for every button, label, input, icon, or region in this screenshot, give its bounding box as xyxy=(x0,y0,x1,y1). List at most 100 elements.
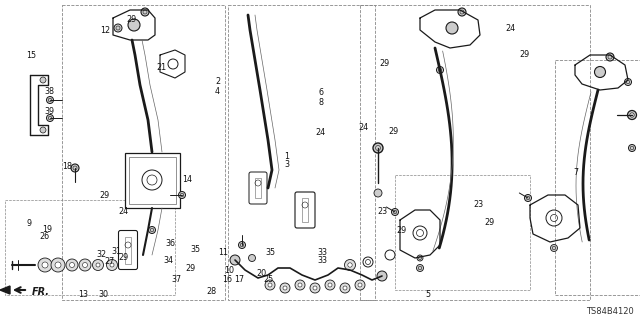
Polygon shape xyxy=(0,286,10,294)
Text: 7: 7 xyxy=(573,168,579,177)
Bar xyxy=(5,200,175,295)
Circle shape xyxy=(355,280,365,290)
Text: 24: 24 xyxy=(358,124,369,132)
Text: 29: 29 xyxy=(379,60,389,68)
Text: 20: 20 xyxy=(256,269,266,278)
Text: 36: 36 xyxy=(165,239,175,248)
Text: 33: 33 xyxy=(317,256,328,265)
Text: 26: 26 xyxy=(40,232,50,241)
Text: 18: 18 xyxy=(62,162,72,171)
Bar xyxy=(129,156,175,204)
Circle shape xyxy=(42,262,48,268)
Text: 25: 25 xyxy=(264,276,274,284)
Text: 6: 6 xyxy=(319,88,324,97)
Circle shape xyxy=(358,283,362,287)
Text: 29: 29 xyxy=(388,127,399,136)
Circle shape xyxy=(373,143,383,153)
Circle shape xyxy=(70,262,74,268)
Circle shape xyxy=(525,195,531,202)
Text: 37: 37 xyxy=(171,276,181,284)
Text: 12: 12 xyxy=(100,26,111,35)
Bar xyxy=(125,236,131,263)
Text: 5: 5 xyxy=(425,290,430,299)
Circle shape xyxy=(625,78,632,85)
Circle shape xyxy=(458,8,466,16)
Circle shape xyxy=(47,115,54,122)
Circle shape xyxy=(47,97,54,103)
Circle shape xyxy=(66,259,78,271)
Bar xyxy=(255,178,261,198)
Text: 28: 28 xyxy=(206,287,216,296)
Bar xyxy=(228,5,375,300)
Text: 29: 29 xyxy=(484,218,495,227)
Text: 11: 11 xyxy=(218,248,228,257)
Text: 8: 8 xyxy=(319,98,324,107)
Text: 24: 24 xyxy=(315,128,325,137)
Bar xyxy=(125,153,179,207)
Circle shape xyxy=(343,286,347,290)
Circle shape xyxy=(392,209,399,215)
Circle shape xyxy=(148,227,156,234)
Circle shape xyxy=(363,257,373,267)
Circle shape xyxy=(328,283,332,287)
Circle shape xyxy=(283,286,287,290)
Circle shape xyxy=(93,260,104,270)
Text: 24: 24 xyxy=(118,207,129,216)
FancyBboxPatch shape xyxy=(295,192,315,228)
Text: 29: 29 xyxy=(185,264,195,273)
Circle shape xyxy=(313,286,317,290)
Circle shape xyxy=(40,77,46,83)
Bar xyxy=(302,198,308,222)
Circle shape xyxy=(179,191,186,198)
Text: 17: 17 xyxy=(234,275,244,284)
Circle shape xyxy=(340,283,350,293)
Circle shape xyxy=(110,263,114,267)
Text: 35: 35 xyxy=(190,245,200,254)
Circle shape xyxy=(106,260,118,270)
Text: 27: 27 xyxy=(104,257,115,266)
Text: 10: 10 xyxy=(224,266,234,275)
Text: 21: 21 xyxy=(156,63,166,72)
Circle shape xyxy=(417,265,424,271)
Text: 29: 29 xyxy=(396,226,406,235)
Circle shape xyxy=(310,283,320,293)
Circle shape xyxy=(295,280,305,290)
Text: 9: 9 xyxy=(26,220,31,228)
Text: 16: 16 xyxy=(222,276,232,284)
Circle shape xyxy=(627,110,637,119)
Circle shape xyxy=(114,24,122,32)
Circle shape xyxy=(265,280,275,290)
Text: 29: 29 xyxy=(99,191,109,200)
Text: 29: 29 xyxy=(126,15,136,24)
FancyBboxPatch shape xyxy=(249,172,267,204)
Circle shape xyxy=(377,271,387,281)
Circle shape xyxy=(280,283,290,293)
Text: 1: 1 xyxy=(284,152,289,161)
Text: 23: 23 xyxy=(474,200,484,209)
Text: 2: 2 xyxy=(215,77,220,86)
Circle shape xyxy=(55,262,61,268)
Circle shape xyxy=(417,265,423,271)
Circle shape xyxy=(446,22,458,34)
Circle shape xyxy=(344,260,355,270)
FancyBboxPatch shape xyxy=(118,230,138,269)
Text: TS84B4120: TS84B4120 xyxy=(586,308,634,316)
Circle shape xyxy=(239,242,246,249)
Circle shape xyxy=(96,263,100,267)
Circle shape xyxy=(348,263,352,267)
Text: 4: 4 xyxy=(215,87,220,96)
Circle shape xyxy=(230,255,240,265)
Circle shape xyxy=(40,127,46,133)
Circle shape xyxy=(79,259,91,271)
Circle shape xyxy=(141,8,149,16)
Circle shape xyxy=(595,67,605,77)
Text: 35: 35 xyxy=(265,248,275,257)
Circle shape xyxy=(325,280,335,290)
Circle shape xyxy=(628,145,636,151)
Text: 29: 29 xyxy=(520,50,530,59)
Circle shape xyxy=(417,255,423,261)
Bar xyxy=(395,175,530,290)
Text: 3: 3 xyxy=(284,160,289,169)
Text: 34: 34 xyxy=(163,256,173,265)
Circle shape xyxy=(550,244,557,252)
